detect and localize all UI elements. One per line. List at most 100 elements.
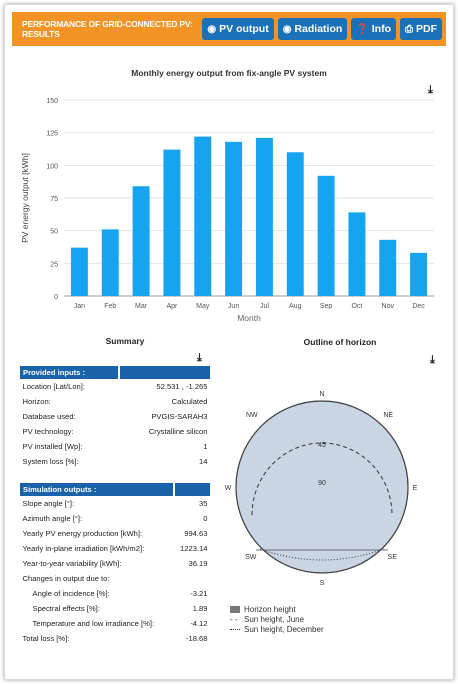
horizon-plot: N NE E SE S SW W NW 45 90 (225, 391, 418, 587)
y-tick-label: 50 (50, 229, 58, 236)
legend-sun-december: Sun height, December (230, 624, 324, 634)
direction-label: W (225, 485, 232, 492)
pv-output-button[interactable]: ◉ PV output (202, 18, 274, 40)
pdf-button[interactable]: ⎙ PDF (400, 18, 442, 40)
summary-value: Crystalline silicon (148, 426, 208, 436)
bar-aug (286, 152, 304, 296)
bar-mar (132, 186, 150, 296)
summary-row: Angle of incidence [%]: -3.21 (21, 586, 210, 601)
summary-value: 36.19 (188, 558, 208, 568)
summary-row: Year-to-year variability [kWh]: 36.19 (21, 556, 210, 571)
simulation-outputs-table: Simulation outputs : Slope angle [°]: 35 A… (19, 483, 210, 646)
x-tick-label: Jan (74, 303, 85, 310)
legend-horizon-height: Horizon height (230, 604, 324, 614)
monthly-energy-chart: Monthly energy output from fix-angle PV … (12, 60, 446, 330)
summary-label: Total loss [%]: (22, 633, 70, 643)
summary-label: PV technology: (22, 426, 74, 436)
summary-label: Horizon: (22, 396, 51, 406)
summary-row: Temperature and low irradiance [%]: -4.12 (21, 616, 210, 631)
bar-jan (70, 247, 88, 296)
summary-label: System loss [%]: (22, 456, 79, 466)
summary-value: -3.21 (190, 588, 208, 598)
radiation-button[interactable]: ◉ Radiation (277, 18, 348, 40)
x-tick-label: Oct (351, 303, 362, 310)
summary-title: Summary (105, 336, 145, 346)
summary-value: 1.89 (192, 603, 208, 613)
summary-value: -4.12 (190, 618, 208, 628)
results-header: PERFORMANCE OF GRID-CONNECTED PV: RESULT… (12, 12, 446, 46)
summary-label: Year-to-year variability [kWh]: (22, 558, 122, 568)
summary-label: Angle of incidence [%]: (32, 588, 110, 598)
y-tick-label: 150 (46, 98, 58, 105)
provided-inputs-table: Provided inputs : Location [Lat/Lon]: 52.… (19, 366, 210, 469)
y-tick-label: 125 (46, 131, 58, 138)
legend-sun-june: - - Sun height, June (230, 614, 305, 624)
summary-row: PV installed [Wp]: 1 (21, 439, 210, 454)
x-axis-label: Month (237, 313, 261, 323)
summary-row: System loss [%]: 14 (21, 454, 210, 469)
summary-row: Spectral effects [%]: 1.89 (21, 601, 210, 616)
summary-row: Yearly PV energy production [kWh]: 994.63 (21, 526, 210, 541)
x-tick-label: Feb (104, 303, 116, 310)
bar-oct (348, 212, 366, 296)
print-icon: ⎙ (405, 23, 413, 35)
summary-row: Changes in output due to: (21, 571, 210, 586)
x-tick-label: Jun (228, 303, 239, 310)
y-tick-label: 75 (50, 196, 58, 203)
x-tick-label: Mar (135, 303, 148, 310)
simulation-outputs-header: Simulation outputs : (19, 483, 210, 496)
summary-label: Spectral effects [%]: (32, 603, 100, 613)
summary-value: -18.68 (185, 633, 208, 643)
summary-label: Location [Lat/Lon]: (22, 381, 86, 391)
summary-value: 14 (199, 456, 208, 466)
bar-feb (101, 229, 119, 296)
bar-dec (410, 252, 428, 296)
y-tick-label: 0 (54, 294, 58, 301)
summary-label: Yearly in-plane irradiation [kWh/m2]: (22, 543, 145, 553)
results-title: PERFORMANCE OF GRID-CONNECTED PV: RESULT… (22, 19, 193, 39)
x-tick-label: Nov (382, 303, 395, 310)
bar-sep (317, 175, 335, 296)
direction-label: N (319, 391, 324, 398)
x-tick-label: Sep (320, 303, 333, 310)
direction-label: E (413, 485, 418, 492)
summary-value: 52.531 , -1.265 (156, 381, 208, 391)
summary-label: Changes in output due to: (22, 573, 110, 583)
ring-label: 90 (318, 480, 326, 487)
chart-title: Monthly energy output from fix-angle PV … (131, 68, 327, 78)
bar-apr (163, 149, 181, 296)
horizon-fill (235, 400, 409, 574)
summary-value: 35 (199, 498, 208, 508)
summary-row: Slope angle [°]: 35 (21, 496, 210, 511)
download-icon[interactable]: ⤓ (428, 84, 433, 96)
summary-row: Location [Lat/Lon]: 52.531 , -1.265 (21, 379, 210, 394)
summary-label: Yearly PV energy production [kWh]: (22, 528, 143, 538)
summary-label: Azimuth angle [°]: (22, 513, 83, 523)
summary-value: Calculated (171, 396, 208, 406)
summary-label: Temperature and low irradiance [%]: (32, 618, 155, 628)
x-tick-label: May (196, 303, 210, 310)
summary-value: 994.63 (184, 528, 208, 538)
sun-path-june (251, 442, 393, 516)
summary-value: 0 (203, 513, 208, 523)
summary-value: 1223.14 (180, 543, 208, 553)
summary-download-icon[interactable]: ⤓ (197, 352, 202, 364)
bar-jul (255, 137, 273, 296)
summary-value: 1 (203, 441, 208, 451)
bar-jun (225, 141, 243, 296)
info-button[interactable]: ❓ Info (351, 18, 396, 40)
provided-inputs-header: Provided inputs : (19, 366, 210, 379)
summary-label: Database used: (22, 411, 76, 421)
horizon-download-icon[interactable]: ⤓ (430, 354, 435, 366)
summary-row: Horizon: Calculated (21, 394, 210, 409)
summary-value: PVGIS-SARAH3 (151, 411, 208, 421)
results-panel (4, 4, 454, 680)
y-axis-label: PV energy output [kWh] (20, 153, 30, 243)
horizon-outline (235, 400, 409, 574)
summary-row: Database used: PVGIS-SARAH3 (21, 409, 210, 424)
horizon-legend: Horizon height - - Sun height, June Sun … (230, 604, 324, 634)
summary-label: Slope angle [°]: (22, 498, 75, 508)
direction-label: SE (388, 554, 398, 561)
ring-label: 45 (318, 442, 326, 449)
direction-label: SW (245, 554, 257, 561)
